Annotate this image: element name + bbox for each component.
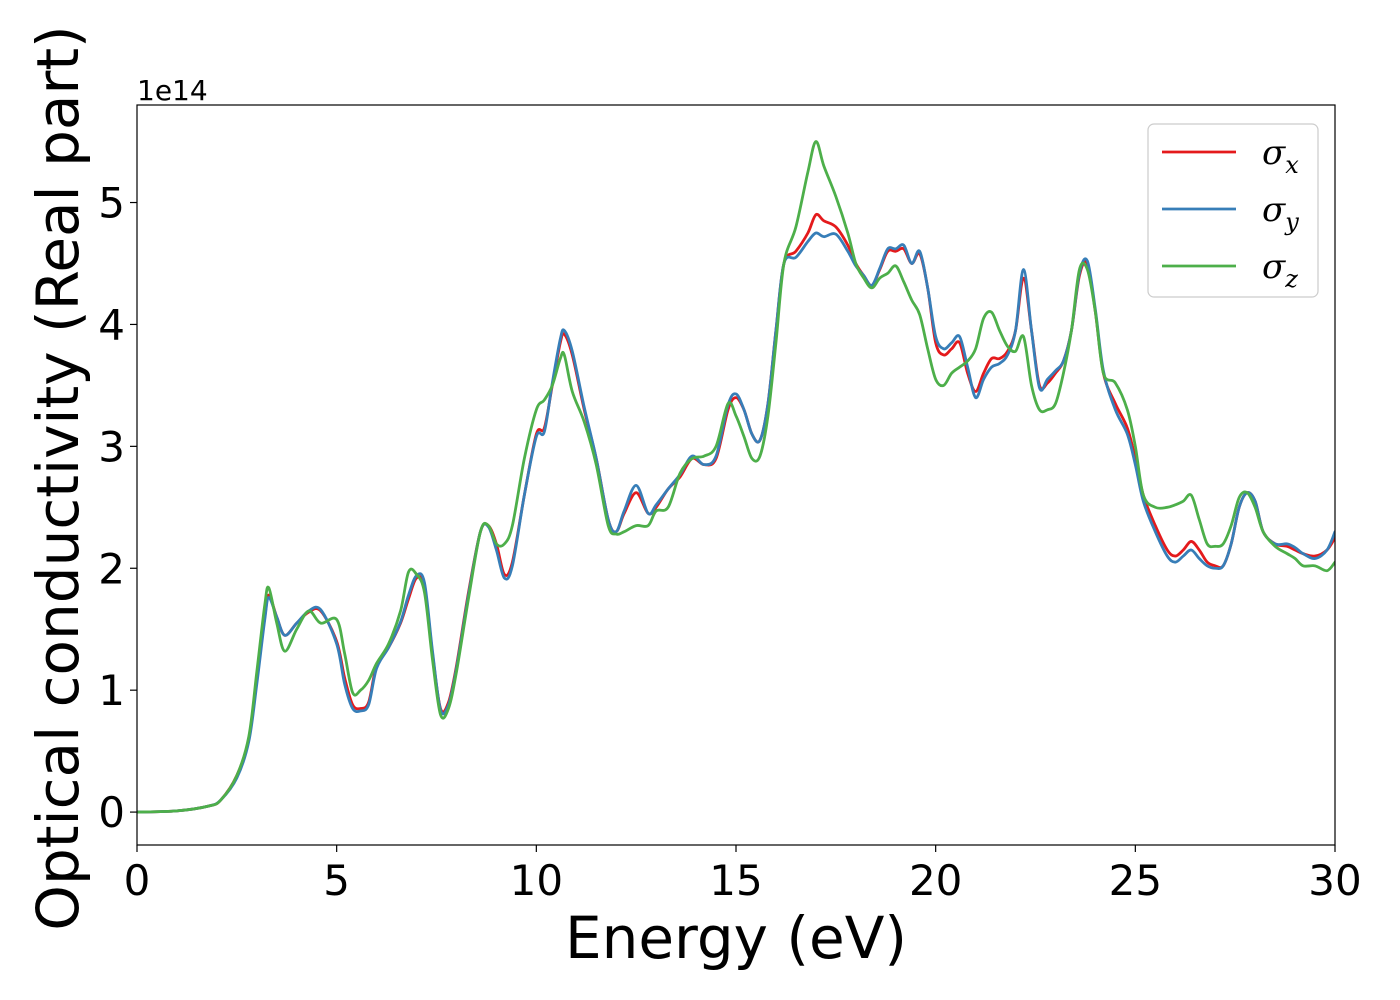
legend-symbol: σ	[1262, 133, 1286, 173]
y-tick-label: 5	[98, 179, 125, 228]
legend-label-x: σx	[1262, 133, 1299, 179]
x-tick-label: 25	[1109, 856, 1162, 905]
y-tick-label: 0	[98, 788, 125, 837]
legend-subscript: x	[1285, 151, 1299, 179]
plot-background	[137, 105, 1335, 845]
legend-subscript: y	[1284, 208, 1299, 236]
legend-subscript: z	[1284, 265, 1298, 293]
legend-symbol: σ	[1262, 247, 1286, 287]
y-offset-label: 1e14	[137, 74, 208, 107]
legend-label-y: σy	[1262, 190, 1299, 236]
x-tick-label: 20	[909, 856, 962, 905]
y-axis-label: Optical conductivity (Real part)	[24, 25, 92, 930]
x-axis-ticks: 0 5 10 15 20 25 30	[124, 845, 1362, 905]
x-axis-label: Energy (eV)	[565, 904, 907, 972]
y-tick-label: 2	[98, 544, 125, 593]
y-axis-ticks: 0 1 2 3 4 5	[98, 179, 137, 837]
x-tick-label: 10	[510, 856, 563, 905]
y-tick-label: 1	[98, 666, 125, 715]
series-line-z	[137, 140, 1335, 814]
x-tick-label: 30	[1308, 856, 1361, 905]
legend-symbol: σ	[1262, 190, 1286, 230]
y-tick-label: 3	[98, 422, 125, 471]
x-tick-label: 5	[323, 856, 350, 905]
x-tick-label: 0	[124, 856, 151, 905]
series-layer	[137, 140, 1335, 814]
legend-box	[1147, 123, 1319, 298]
legend-label-z: σz	[1262, 247, 1298, 293]
y-tick-label: 4	[98, 300, 125, 349]
x-tick-label: 15	[709, 856, 762, 905]
